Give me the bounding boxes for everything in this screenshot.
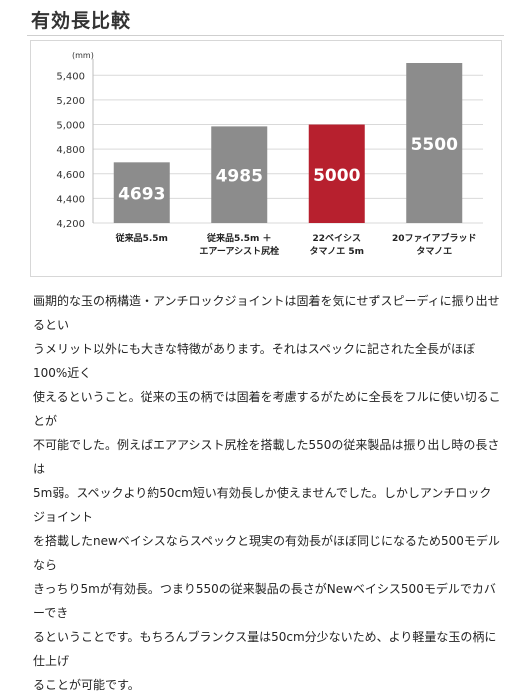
bar-value-label: 4693 (118, 185, 165, 205)
y-tick-label: 5,400 (56, 71, 85, 82)
bar-chart: (mm) 4,200 4,400 4,600 4,800 5,000 5,200 5,400 4… (56, 51, 483, 257)
bar-value-label: 5000 (313, 166, 360, 186)
bar (211, 126, 268, 223)
paragraph-line: 画期的な玉の柄構造・アンチロックジョイントは固着を気にせずスピーディに振り出せる… (33, 294, 500, 332)
y-tick-label: 4,400 (56, 194, 85, 205)
x-category-label: 22ベイシス (312, 233, 361, 244)
y-tick-label: 5,200 (56, 96, 85, 107)
x-category-label: エアーアシスト尻栓 (199, 245, 279, 257)
x-category-label: タマノエ 5m (309, 245, 364, 257)
paragraph-line: 不可能でした。例えばエアアシスト尻栓を搭載した550の従来製品は振り出し時の長さ… (33, 438, 500, 476)
bar (406, 63, 463, 223)
paragraph-line: きっちり5mが有効長。つまり550の従来製品の長さがNewベイシス500モデルで… (33, 582, 496, 620)
paragraph-line: 使えるということ。従来の玉の柄では固着を考慮するがために全長をフルに使い切ること… (33, 390, 501, 428)
y-tick-label: 4,200 (56, 219, 85, 230)
description-paragraph: 画期的な玉の柄構造・アンチロックジョイントは固着を気にせずスピーディに振り出せる… (33, 289, 503, 697)
x-category-label: 従来品5.5m (115, 232, 168, 244)
bar-value-label: 5500 (411, 135, 458, 155)
title-divider (27, 35, 504, 36)
y-tick-label: 4,800 (56, 145, 85, 156)
x-category-label: タマノエ (416, 245, 452, 257)
paragraph-line: るということです。もちろんブランクス量は50cm分少ないため、より軽量な玉の柄に… (33, 630, 497, 668)
paragraph-line: うメリット以外にも大きな特徴があります。それはスペックに記された全長がほぼ100… (33, 342, 475, 380)
y-tick-label: 5,000 (56, 121, 85, 132)
y-tick-label: 4,600 (56, 170, 85, 181)
paragraph-line: 5m弱。スペックより約50cm短い有効長しか使えませんでした。しかしアンチロック… (33, 486, 492, 524)
x-category-label: 従来品5.5m ＋ (206, 232, 271, 244)
y-unit-label: (mm) (72, 51, 94, 60)
paragraph-line: を搭載したnewベイシスならスペックと現実の有効長がほぼ同じになるため500モデ… (33, 534, 500, 572)
x-category-label: 20ファイアブラッド (392, 232, 477, 244)
bar-value-label: 4985 (216, 167, 263, 187)
paragraph-line: ることが可能です。 (33, 678, 140, 692)
bar (308, 124, 365, 223)
chart-panel: (mm) 4,200 4,400 4,600 4,800 5,000 5,200 5,400 4… (30, 40, 502, 277)
page-title: 有効長比較 (31, 10, 132, 32)
bar (113, 162, 170, 223)
